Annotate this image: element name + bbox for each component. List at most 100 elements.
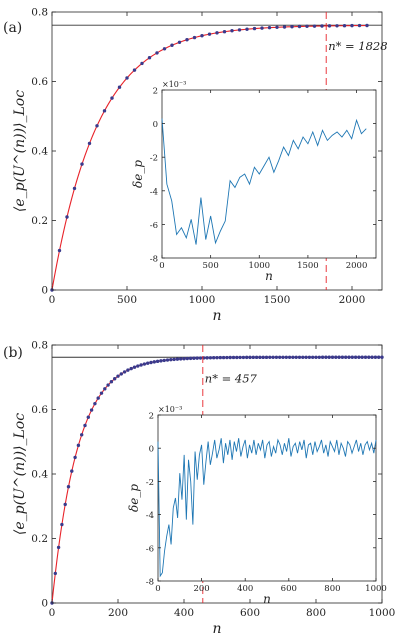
data-point (335, 24, 339, 28)
n-star-annotation: n* = 1828 (328, 39, 387, 53)
data-point (162, 358, 166, 363)
data-point (215, 355, 219, 360)
data-point (140, 61, 144, 66)
data-point (268, 355, 272, 360)
data-point (83, 423, 87, 428)
data-point (195, 356, 199, 360)
data-point (294, 355, 298, 359)
data-point (93, 401, 97, 406)
data-point (155, 359, 160, 364)
data-point (231, 355, 236, 360)
data-point (132, 365, 137, 369)
data-point (169, 357, 173, 362)
data-point (175, 357, 180, 361)
main-y-tick-label: 0.4 (31, 146, 48, 158)
data-point (129, 366, 133, 371)
data-point (357, 23, 362, 28)
main-y-tick-label: 0 (41, 598, 48, 610)
inset-x-tick-label: 0 (155, 584, 160, 594)
data-point (353, 355, 358, 359)
data-point (307, 355, 312, 359)
inset-series-line (161, 118, 367, 245)
data-point (251, 355, 255, 360)
data-point (106, 383, 110, 387)
data-point (80, 162, 84, 166)
data-point (327, 24, 332, 28)
inset-x-axis-label: n (263, 592, 271, 606)
main-y-tick-label: 0.8 (31, 340, 48, 352)
main-x-tick-label: 1000 (369, 607, 396, 619)
data-point (342, 23, 347, 28)
panel-label: (a) (3, 20, 22, 36)
inset-x-tick-label: 1500 (297, 261, 319, 271)
data-point (70, 469, 74, 473)
inset-y-exponent: ×10⁻³ (162, 80, 186, 89)
data-point (188, 356, 193, 361)
data-point (337, 355, 341, 359)
inset-y-tick-label: -2 (146, 478, 154, 488)
data-point (235, 355, 239, 360)
main-x-tick-label: 200 (108, 607, 128, 619)
inset-y-tick-label: 2 (153, 87, 158, 97)
data-point (357, 355, 361, 359)
data-point (208, 356, 213, 360)
data-point (95, 124, 99, 128)
data-point (132, 68, 137, 72)
data-point (380, 355, 384, 359)
data-point (177, 40, 182, 44)
main-y-tick-label: 0 (41, 285, 48, 297)
data-point (152, 360, 156, 364)
data-point (179, 357, 183, 361)
data-point (370, 355, 374, 359)
data-point (287, 355, 292, 359)
data-point (317, 355, 321, 359)
inset-y-tick-label: -6 (150, 221, 158, 231)
data-point (192, 356, 196, 360)
data-point (218, 355, 222, 360)
data-point (274, 355, 279, 359)
data-point (57, 248, 62, 253)
data-point (172, 357, 176, 362)
data-point (76, 443, 81, 448)
inset-x-tick-label: 200 (193, 584, 209, 594)
main-x-tick-label: 600 (240, 607, 260, 619)
inset-y-tick-label: -2 (150, 154, 158, 164)
data-point (109, 380, 114, 384)
data-point (311, 355, 315, 359)
data-point (350, 23, 354, 28)
data-point (225, 355, 229, 360)
data-point (290, 25, 294, 29)
inset-x-tick-label: 1000 (248, 261, 270, 271)
inset-x-tick-label: 600 (281, 584, 297, 594)
data-point (330, 355, 335, 359)
inset-y-tick-label: -8 (146, 578, 154, 588)
inset-x-tick-label: 0 (159, 261, 164, 271)
data-point (102, 109, 107, 113)
data-point (282, 25, 287, 29)
data-point (86, 415, 91, 419)
inset-x-tick-label: 500 (203, 261, 219, 271)
data-point (136, 364, 140, 368)
inset-y-tick-label: -4 (146, 511, 154, 521)
data-point (291, 355, 295, 359)
data-point (281, 355, 285, 359)
data-point (350, 355, 354, 359)
data-point (53, 571, 57, 576)
inset-y-axis-label: δe_p (131, 160, 145, 188)
data-point (363, 355, 368, 359)
data-point (99, 391, 104, 395)
data-point (65, 215, 69, 219)
data-point (312, 24, 317, 28)
data-point (155, 51, 159, 55)
data-point (110, 96, 114, 100)
data-point (215, 31, 219, 35)
data-point (66, 485, 71, 489)
data-point (278, 355, 282, 359)
main-y-axis-label: ⟨e_p(U^(n))⟩_Loc (12, 90, 28, 212)
data-point (200, 34, 204, 38)
data-point (139, 363, 143, 367)
data-point (159, 359, 163, 363)
main-x-tick-label: 0 (49, 294, 56, 306)
data-point (238, 355, 242, 360)
inset-y-tick-label: -4 (150, 187, 158, 197)
